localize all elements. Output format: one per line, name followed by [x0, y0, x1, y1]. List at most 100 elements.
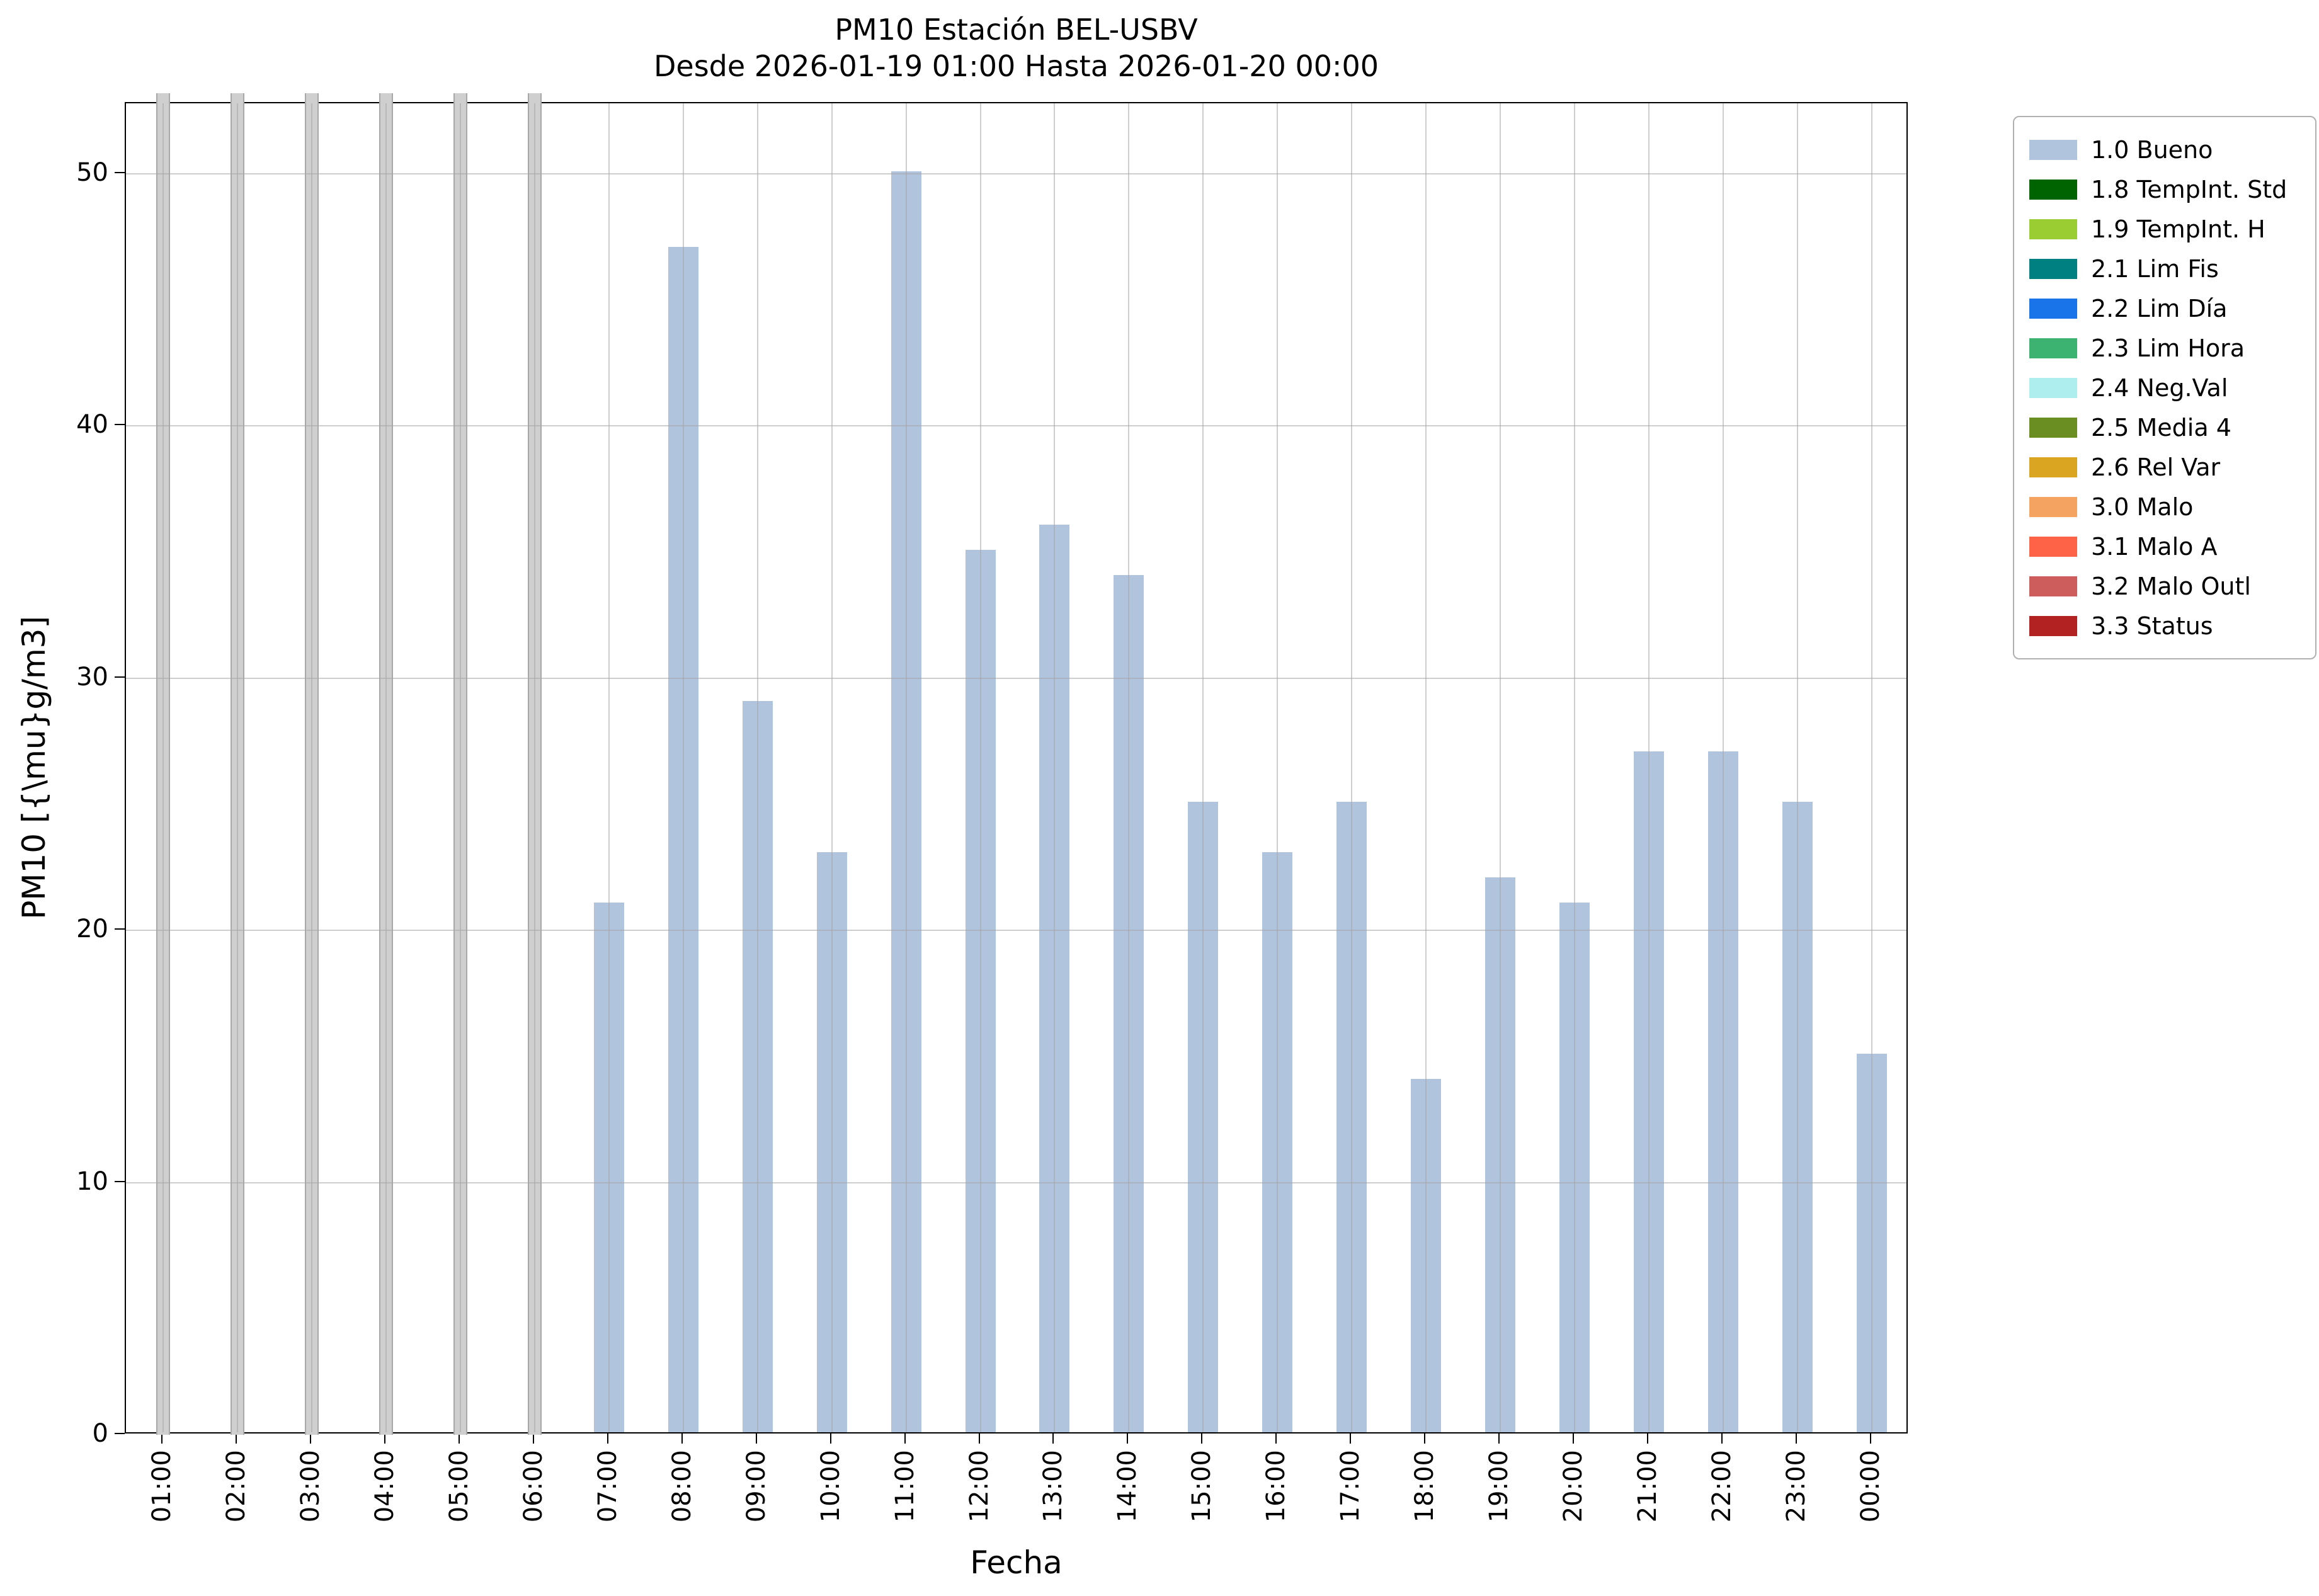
legend-label: 2.3 Lim Hora — [2091, 334, 2245, 362]
legend-swatch — [2029, 576, 2077, 596]
legend-item: 2.6 Rel Var — [2029, 447, 2300, 487]
x-tick — [458, 1434, 460, 1444]
x-tick-label: 07:00 — [593, 1450, 622, 1523]
h-gridline — [126, 1182, 1906, 1183]
x-tick — [978, 1434, 980, 1444]
y-tick — [115, 424, 125, 426]
y-tick-label: 20 — [76, 915, 108, 944]
x-tick — [1350, 1434, 1352, 1444]
legend-item: 1.9 TempInt. H — [2029, 209, 2300, 249]
legend-label: 2.4 Neg.Val — [2091, 373, 2228, 402]
legend-item: 2.3 Lim Hora — [2029, 328, 2300, 368]
v-gridline — [1128, 103, 1130, 1432]
legend-swatch — [2029, 457, 2077, 477]
legend-item: 3.1 Malo A — [2029, 527, 2300, 566]
x-axis-label: Fecha — [970, 1544, 1063, 1581]
x-tick-label: 17:00 — [1336, 1450, 1365, 1523]
h-gridline — [126, 930, 1906, 932]
v-gridline — [905, 103, 907, 1432]
x-tick-label: 16:00 — [1262, 1450, 1291, 1523]
x-tick-label: 15:00 — [1187, 1450, 1217, 1523]
y-axis-label: PM10 [{\mu}g/m3] — [16, 616, 52, 920]
y-tick — [115, 1180, 125, 1182]
legend-label: 2.5 Media 4 — [2091, 413, 2231, 442]
legend-label: 1.9 TempInt. H — [2091, 215, 2265, 243]
x-tick-label: 13:00 — [1039, 1450, 1068, 1523]
legend-swatch — [2029, 298, 2077, 319]
x-tick — [1573, 1434, 1575, 1444]
x-tick — [1870, 1434, 1872, 1444]
x-tick-label: 05:00 — [444, 1450, 474, 1523]
x-tick — [235, 1434, 237, 1444]
x-tick — [1127, 1434, 1129, 1444]
legend-item: 3.2 Malo Outl — [2029, 566, 2300, 606]
plot-area — [125, 93, 1908, 1435]
x-tick — [1647, 1434, 1649, 1444]
x-tick-label: 06:00 — [518, 1450, 548, 1523]
legend-item: 2.5 Media 4 — [2029, 408, 2300, 447]
legend-item: 3.3 Status — [2029, 606, 2300, 646]
legend-label: 2.1 Lim Fis — [2091, 254, 2219, 283]
v-gridline — [459, 103, 461, 1432]
v-gridline — [608, 103, 610, 1432]
legend-swatch — [2029, 417, 2077, 438]
legend-label: 1.0 Bueno — [2091, 135, 2213, 164]
v-gridline — [1054, 103, 1056, 1432]
legend-swatch — [2029, 258, 2077, 279]
legend: 1.0 Bueno 1.8 TempInt. Std 1.9 TempInt. H 2… — [2013, 116, 2316, 659]
v-gridline — [1500, 103, 1501, 1432]
v-gridline — [682, 103, 684, 1432]
y-tick-label: 40 — [76, 410, 108, 440]
legend-swatch — [2029, 536, 2077, 557]
chart-subtitle: Desde 2026-01-19 01:00 Hasta 2026-01-20 … — [653, 49, 1379, 83]
y-tick — [115, 172, 125, 174]
x-tick-label: 19:00 — [1484, 1450, 1514, 1523]
legend-swatch — [2029, 377, 2077, 398]
legend-item: 1.0 Bueno — [2029, 130, 2300, 169]
x-tick-label: 03:00 — [295, 1450, 325, 1523]
y-axis-label-wrap: PM10 [{\mu}g/m3] — [11, 102, 57, 1434]
h-gridline — [126, 173, 1906, 175]
x-tick — [384, 1434, 385, 1444]
x-tick — [1275, 1434, 1277, 1444]
v-gridline — [979, 103, 981, 1432]
legend-label: 2.2 Lim Día — [2091, 294, 2228, 322]
x-tick-label: 09:00 — [741, 1450, 771, 1523]
legend-label: 3.0 Malo — [2091, 493, 2194, 521]
x-tick — [1201, 1434, 1203, 1444]
y-tick — [115, 1433, 125, 1434]
h-gridline — [126, 425, 1906, 427]
v-gridline — [831, 103, 833, 1432]
x-tick — [829, 1434, 831, 1444]
x-tick-label: 22:00 — [1707, 1450, 1737, 1523]
x-tick-label: 12:00 — [964, 1450, 994, 1523]
legend-swatch — [2029, 179, 2077, 200]
v-gridline — [236, 103, 238, 1432]
v-gridline — [1574, 103, 1576, 1432]
x-tick-label: 01:00 — [147, 1450, 176, 1523]
v-gridline — [1797, 103, 1799, 1432]
x-tick — [1498, 1434, 1500, 1444]
x-tick-label: 14:00 — [1113, 1450, 1142, 1523]
legend-item: 2.2 Lim Día — [2029, 288, 2300, 328]
v-gridline — [1425, 103, 1427, 1432]
v-gridline — [162, 103, 164, 1432]
x-axis-label-wrap: Fecha — [125, 1544, 1908, 1581]
x-tick — [1796, 1434, 1798, 1444]
x-tick — [532, 1434, 534, 1444]
x-tick-label: 10:00 — [816, 1450, 845, 1523]
v-gridline — [385, 103, 387, 1432]
v-gridline — [1351, 103, 1353, 1432]
x-tick-label: 21:00 — [1633, 1450, 1663, 1523]
x-tick-label: 02:00 — [221, 1450, 251, 1523]
x-tick-label: 04:00 — [370, 1450, 399, 1523]
legend-item: 2.4 Neg.Val — [2029, 368, 2300, 408]
v-gridline — [756, 103, 758, 1432]
x-tick — [681, 1434, 683, 1444]
legend-swatch — [2029, 615, 2077, 636]
v-gridline — [1202, 103, 1204, 1432]
x-tick-label: 00:00 — [1856, 1450, 1886, 1523]
x-tick-label: 20:00 — [1559, 1450, 1588, 1523]
x-tick — [607, 1434, 608, 1444]
